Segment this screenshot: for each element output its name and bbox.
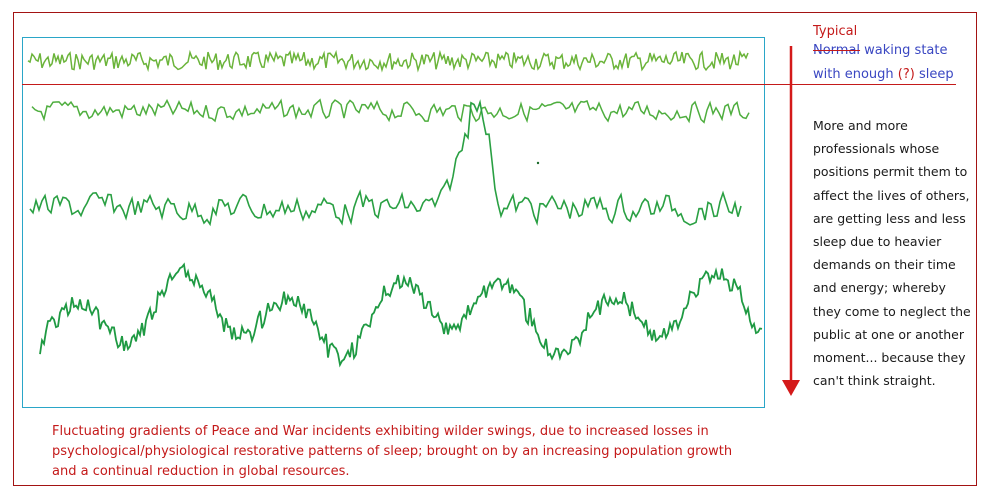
question-mark: (?) — [897, 67, 915, 82]
waking-state-label: Normal waking state — [813, 41, 947, 60]
trace-panel — [22, 37, 765, 408]
enough-text: with enough — [813, 67, 898, 82]
stray-dot — [536, 161, 540, 165]
intermediate-sleep-trace — [29, 99, 742, 227]
typical-label: Typical — [813, 24, 858, 39]
deep-sleep-trace — [39, 262, 763, 368]
enough-sleep-label: with enough (?) sleep — [813, 65, 954, 84]
decline-arrow-head — [782, 380, 800, 396]
sleep-text: sleep — [914, 67, 954, 82]
waking-state-text: waking state — [860, 43, 948, 58]
waking-trace — [27, 49, 749, 73]
outer-frame — [13, 12, 977, 486]
waking-threshold-line — [22, 84, 956, 85]
light-sleep-trace — [31, 98, 750, 124]
struck-normal-word: Normal — [813, 43, 861, 58]
side-note: More and more professionals whose positi… — [813, 118, 971, 389]
caption: Fluctuating gradients of Peace and War i… — [52, 424, 733, 479]
